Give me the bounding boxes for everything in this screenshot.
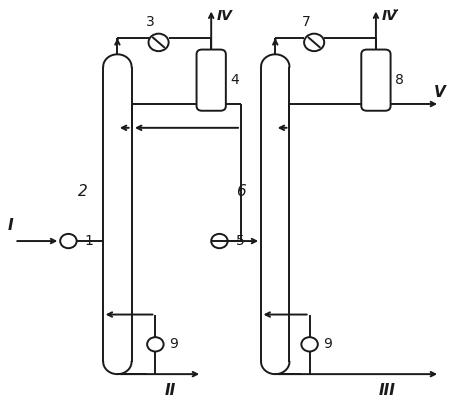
Text: III: III [379, 382, 396, 398]
Text: 6: 6 [235, 184, 246, 199]
Text: 2: 2 [78, 184, 88, 199]
Text: I: I [8, 218, 14, 233]
Text: 1: 1 [85, 234, 94, 248]
Text: 9: 9 [323, 337, 332, 351]
FancyBboxPatch shape [196, 50, 226, 111]
Text: IV: IV [217, 10, 233, 24]
FancyBboxPatch shape [361, 50, 391, 111]
Text: 9: 9 [169, 337, 178, 351]
Text: IV̈: IV̈ [381, 10, 397, 24]
Text: 7: 7 [302, 15, 310, 29]
Text: 4: 4 [230, 73, 239, 87]
Text: 3: 3 [146, 15, 155, 29]
Text: 5: 5 [236, 234, 245, 248]
Text: 8: 8 [395, 73, 404, 87]
Text: II: II [164, 382, 176, 398]
Text: V: V [434, 84, 446, 100]
